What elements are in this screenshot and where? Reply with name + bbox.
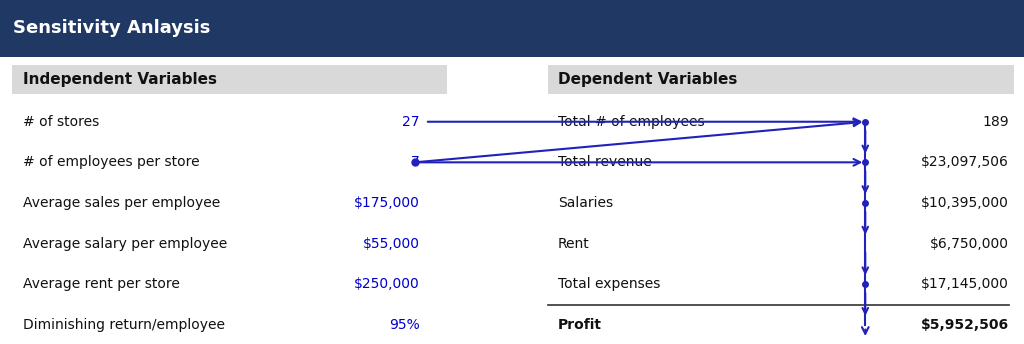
- Text: Average salary per employee: Average salary per employee: [23, 237, 226, 250]
- Text: Average rent per store: Average rent per store: [23, 277, 179, 291]
- Text: $23,097,506: $23,097,506: [921, 155, 1009, 169]
- Text: $6,750,000: $6,750,000: [930, 237, 1009, 250]
- Text: Average sales per employee: Average sales per employee: [23, 196, 220, 210]
- Text: $250,000: $250,000: [354, 277, 420, 291]
- Text: $5,952,506: $5,952,506: [921, 318, 1009, 332]
- Text: $17,145,000: $17,145,000: [921, 277, 1009, 291]
- Text: 95%: 95%: [389, 318, 420, 332]
- FancyBboxPatch shape: [0, 0, 1024, 57]
- Text: # of employees per store: # of employees per store: [23, 155, 199, 169]
- Text: Independent Variables: Independent Variables: [23, 72, 216, 87]
- Text: Profit: Profit: [558, 318, 602, 332]
- Text: Diminishing return/employee: Diminishing return/employee: [23, 318, 224, 332]
- FancyBboxPatch shape: [12, 65, 447, 94]
- Text: 7: 7: [411, 155, 420, 169]
- Text: Salaries: Salaries: [558, 196, 613, 210]
- Text: Total expenses: Total expenses: [558, 277, 660, 291]
- Text: 189: 189: [982, 115, 1009, 129]
- Text: Rent: Rent: [558, 237, 590, 250]
- Text: 27: 27: [402, 115, 420, 129]
- Text: Total # of employees: Total # of employees: [558, 115, 705, 129]
- Text: $10,395,000: $10,395,000: [921, 196, 1009, 210]
- Text: Dependent Variables: Dependent Variables: [558, 72, 737, 87]
- Text: # of stores: # of stores: [23, 115, 98, 129]
- Text: Sensitivity Anlaysis: Sensitivity Anlaysis: [13, 19, 211, 37]
- Text: Total revenue: Total revenue: [558, 155, 652, 169]
- FancyBboxPatch shape: [548, 65, 1014, 94]
- Text: $55,000: $55,000: [362, 237, 420, 250]
- Text: $175,000: $175,000: [354, 196, 420, 210]
